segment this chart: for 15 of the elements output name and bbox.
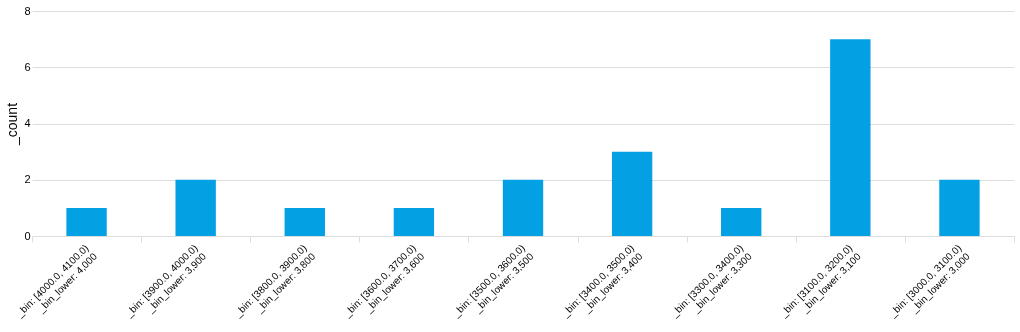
y-axis-title: _count xyxy=(4,102,21,147)
bar xyxy=(284,207,325,236)
y-tick-label: 0 xyxy=(24,229,31,242)
bar xyxy=(721,207,762,236)
y-tick-label: 6 xyxy=(24,60,31,73)
bar xyxy=(939,179,980,236)
bar xyxy=(66,207,107,236)
y-tick-label: 4 xyxy=(24,117,31,129)
bar xyxy=(502,179,544,236)
bar xyxy=(830,39,871,236)
bar xyxy=(393,207,435,236)
bar xyxy=(611,151,653,236)
bar xyxy=(175,179,216,236)
y-tick-label: 8 xyxy=(24,4,31,17)
y-tick-label: 2 xyxy=(24,173,31,186)
